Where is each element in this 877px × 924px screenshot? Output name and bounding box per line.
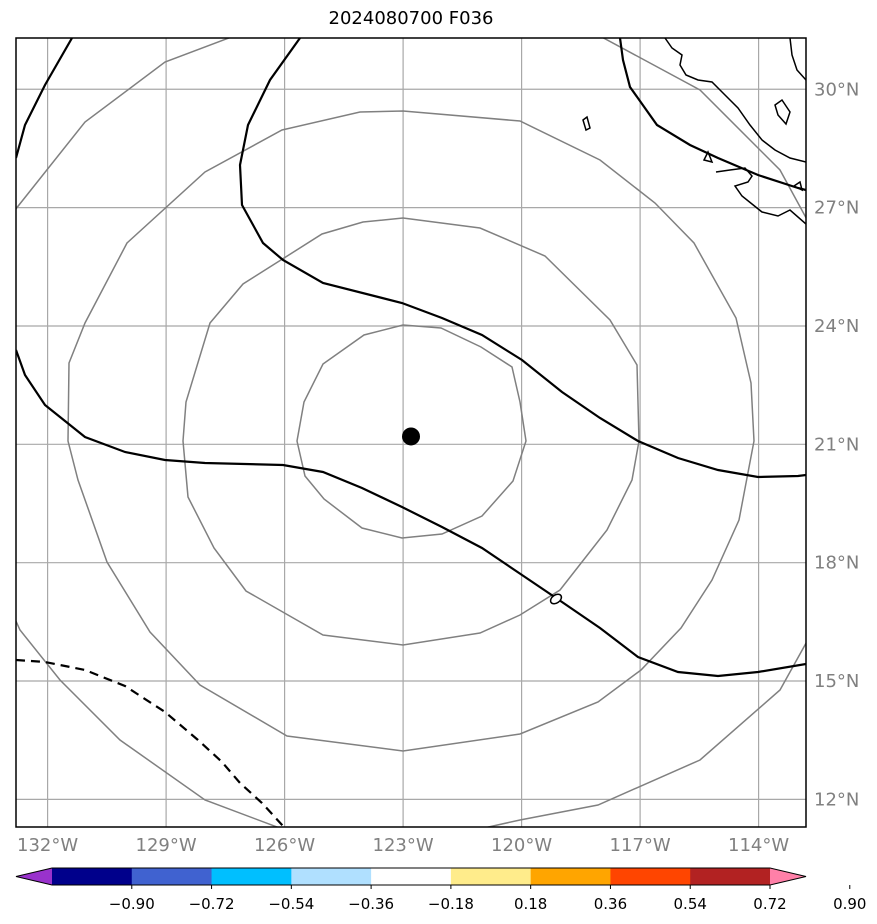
contour-line-3 <box>16 349 806 678</box>
lon-label: 129°W <box>136 835 197 856</box>
lon-label: 132°W <box>17 835 78 856</box>
range-ring-inner <box>296 324 527 539</box>
colorbar-extend-low <box>16 868 52 885</box>
map-area <box>16 38 806 827</box>
colorbar <box>15 867 807 886</box>
colorbar-label: −0.72 <box>189 895 235 913</box>
contours <box>16 38 806 678</box>
colorbar-label: 0.90 <box>833 895 866 913</box>
map-title: 2024080700 F036 <box>328 8 494 29</box>
contour-line-2 <box>238 38 806 479</box>
contour-line-1 <box>16 38 73 159</box>
longitude-labels: 132°W 129°W 126°W 123°W 120°W 117°W 114°W <box>17 835 789 856</box>
lat-label: 15°N <box>814 671 859 692</box>
lat-label: 27°N <box>814 198 859 219</box>
colorbar-segment <box>371 868 452 885</box>
colorbar-segment <box>211 868 292 885</box>
colorbar-segment <box>131 868 213 885</box>
range-ring-3 <box>67 110 755 752</box>
coastline <box>582 38 806 225</box>
colorbar-segment <box>690 868 771 885</box>
colorbar-segment <box>610 868 691 885</box>
contour-line-dashed <box>16 658 284 827</box>
range-rings <box>16 38 806 827</box>
range-ring-4 <box>16 38 806 827</box>
colorbar-extend-high <box>770 868 806 885</box>
lat-label: 30°N <box>814 79 859 100</box>
lon-label: 114°W <box>728 835 789 856</box>
colorbar-segment <box>291 868 372 885</box>
colorbar-label: 0.72 <box>753 895 786 913</box>
lon-label: 120°W <box>491 835 552 856</box>
contour-line-4 <box>618 38 806 192</box>
colorbar-labels: −0.90 −0.72 −0.54 −0.36 −0.18 0.18 0.36 0.54 0.7… <box>109 885 866 913</box>
lon-label: 126°W <box>254 835 315 856</box>
colorbar-label: 0.18 <box>514 895 547 913</box>
colorbar-label: 0.36 <box>594 895 627 913</box>
colorbar-label: −0.36 <box>348 895 394 913</box>
colorbar-segment <box>530 868 611 885</box>
colorbar-label: −0.18 <box>428 895 474 913</box>
colorbar-segment <box>450 868 532 885</box>
lon-label: 123°W <box>373 835 434 856</box>
lat-label: 21°N <box>814 434 859 455</box>
lat-label: 24°N <box>814 316 859 337</box>
latitude-labels: 30°N 27°N 24°N 21°N 18°N 15°N 12°N <box>814 79 859 810</box>
colorbar-label: −0.54 <box>268 895 314 913</box>
storm-center-marker <box>402 427 420 446</box>
contour-small-ellipse <box>549 593 563 605</box>
colorbar-outline <box>15 867 807 886</box>
colorbar-label: 0.54 <box>674 895 707 913</box>
map-frame <box>15 37 807 828</box>
range-ring-2 <box>182 217 640 646</box>
colorbar-label: −0.90 <box>109 895 155 913</box>
lon-label: 117°W <box>610 835 671 856</box>
lat-label: 12°N <box>814 789 859 810</box>
lat-label: 18°N <box>814 553 859 574</box>
colorbar-segment <box>52 868 133 885</box>
